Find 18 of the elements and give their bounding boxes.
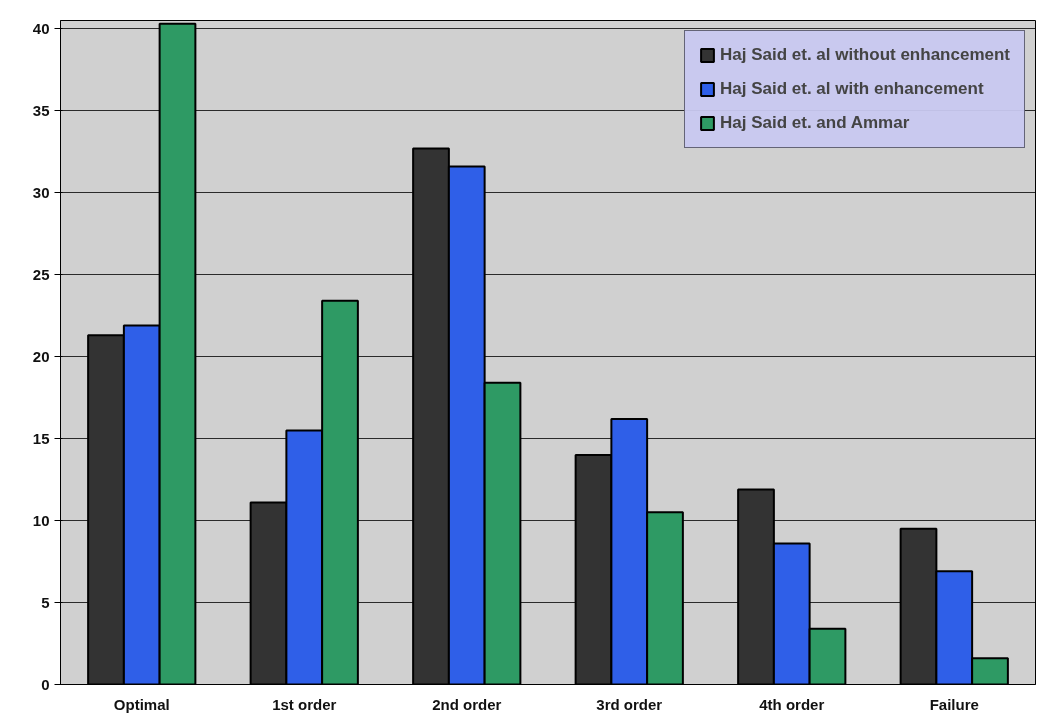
x-tick-label: 3rd order [596,695,663,713]
y-tick-label: 20 [32,347,50,365]
x-tick-label: 1st order [272,695,337,713]
x-tick-label: Failure [929,695,979,713]
x-tick-label: Optimal [113,695,170,713]
y-tick-label: 25 [32,265,50,283]
y-tick-label: 0 [41,675,50,693]
legend-label: Haj Said et. and Ammar [720,113,910,133]
x-tick-label: 4th order [759,695,825,713]
legend-label: Haj Said et. al without enhancement [720,45,1010,65]
y-tick-label: 10 [32,511,50,529]
y-tick-label: 5 [41,593,50,611]
x-tick-label: 2nd order [432,695,502,713]
y-tick-label: 40 [32,19,50,37]
y-tick-label: 35 [32,101,50,119]
legend-label: Haj Said et. al with enhancement [720,79,984,99]
y-tick-label: 30 [32,183,50,201]
y-tick-label: 15 [32,429,50,447]
